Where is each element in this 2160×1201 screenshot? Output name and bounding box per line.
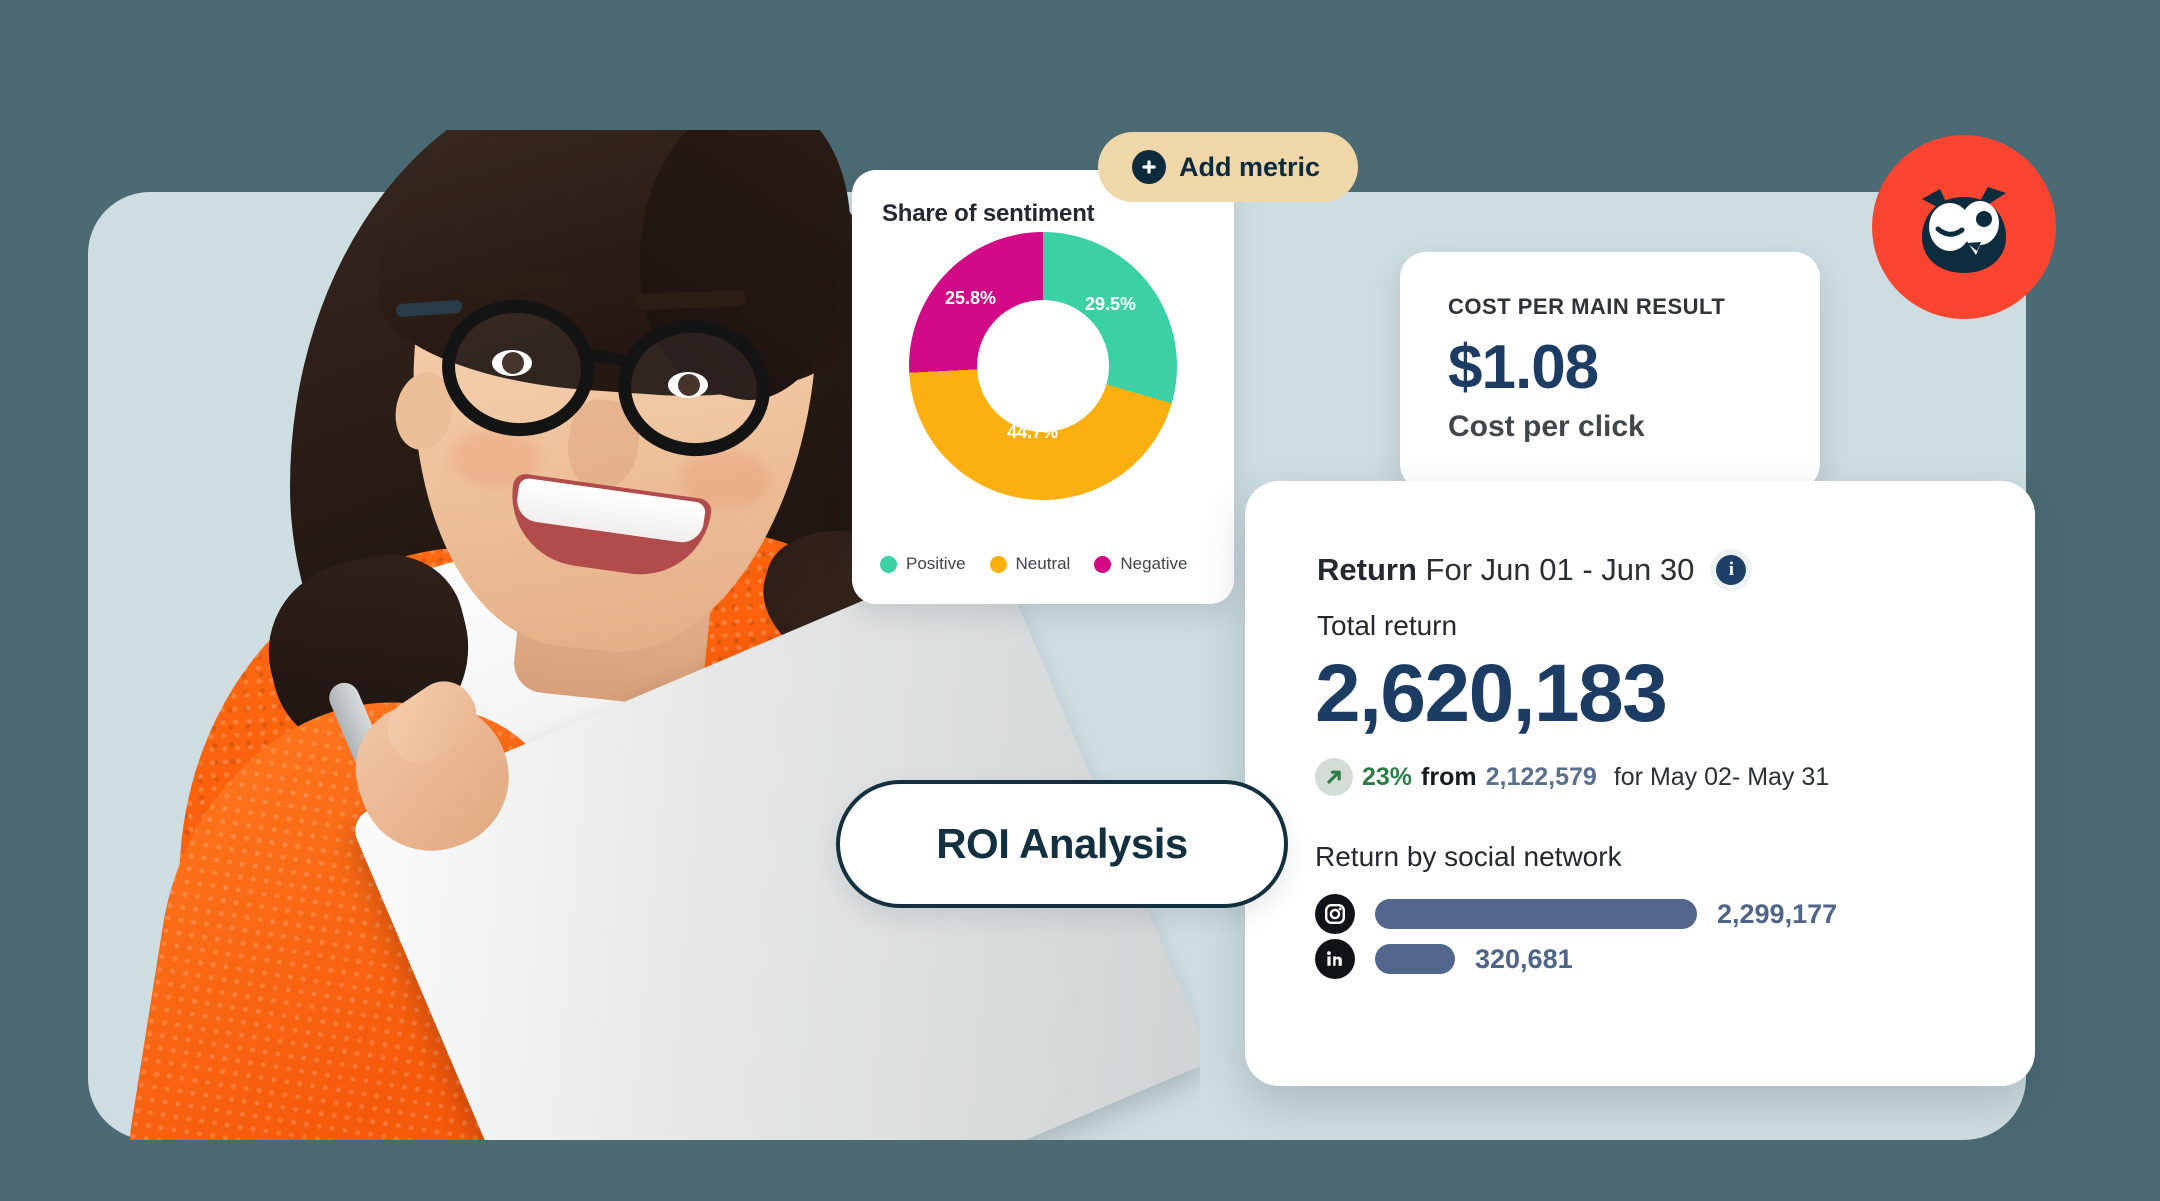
donut-label-positive: 29.5% bbox=[1085, 294, 1137, 314]
info-icon[interactable]: i bbox=[1710, 549, 1753, 591]
roi-analysis-label: ROI Analysis bbox=[936, 820, 1188, 867]
donut-label-neutral: 44.7% bbox=[1007, 422, 1059, 442]
donut-label-negative: 25.8% bbox=[945, 288, 997, 308]
plus-circle-icon bbox=[1132, 150, 1166, 184]
info-glyph: i bbox=[1716, 555, 1747, 585]
cost-per-main-result-card: COST PER MAIN RESULT $1.08 Cost per clic… bbox=[1400, 252, 1820, 490]
linkedin-icon bbox=[1315, 939, 1355, 979]
delta-from-word: from bbox=[1421, 762, 1477, 791]
sentiment-donut-chart: 29.5% 44.7% 25.8% bbox=[909, 232, 1177, 500]
return-card-title: Return bbox=[1317, 552, 1417, 587]
legend-label-neutral: Neutral bbox=[1015, 554, 1071, 573]
legend-label-positive: Positive bbox=[906, 554, 966, 573]
bar-instagram bbox=[1375, 899, 1697, 929]
total-return-value: 2,620,183 bbox=[1315, 648, 1668, 739]
return-by-network-title: Return by social network bbox=[1315, 841, 1622, 872]
return-card-date-range: For Jun 01 - Jun 30 bbox=[1425, 552, 1695, 587]
hootsuite-owl-logo bbox=[1872, 135, 2056, 319]
donut-hole bbox=[977, 300, 1109, 432]
return-card: Return For Jun 01 - Jun 30 i Total retur… bbox=[1245, 481, 2035, 1086]
bar-value-instagram: 2,299,177 bbox=[1717, 898, 1838, 929]
delta-percent: 23% bbox=[1362, 762, 1413, 791]
legend-item-negative: Negative bbox=[1094, 554, 1187, 574]
legend-label-negative: Negative bbox=[1120, 554, 1188, 573]
delta-previous-range: for May 02- May 31 bbox=[1613, 762, 1830, 791]
legend-dot-neutral bbox=[989, 555, 1007, 573]
network-row-linkedin: 320,681 bbox=[1315, 939, 1573, 979]
cost-card-kicker: COST PER MAIN RESULT bbox=[1448, 294, 1726, 319]
arrow-up-right-icon bbox=[1315, 758, 1353, 796]
sentiment-legend: Positive Neutral Negative bbox=[880, 554, 1187, 574]
add-metric-button[interactable]: Add metric bbox=[1098, 132, 1358, 202]
legend-dot-negative bbox=[1094, 555, 1112, 573]
instagram-icon bbox=[1315, 894, 1355, 934]
cost-card-subtitle: Cost per click bbox=[1448, 410, 1645, 443]
legend-dot-positive bbox=[880, 555, 897, 573]
sentiment-card-title: Share of sentiment bbox=[882, 200, 1095, 227]
roi-analysis-pill[interactable]: ROI Analysis bbox=[836, 780, 1288, 908]
return-card-header: Return For Jun 01 - Jun 30 i bbox=[1317, 549, 1753, 591]
network-row-instagram: 2,299,177 bbox=[1315, 894, 1837, 934]
return-delta-row: 23% from 2,122,579 for May 02- May 31 bbox=[1315, 758, 1829, 796]
delta-previous-value: 2,122,579 bbox=[1485, 762, 1597, 791]
cost-card-value: $1.08 bbox=[1448, 333, 1599, 402]
total-return-label: Total return bbox=[1317, 610, 1458, 641]
add-metric-label: Add metric bbox=[1179, 151, 1321, 182]
bar-value-linkedin: 320,681 bbox=[1475, 943, 1573, 974]
legend-item-positive: Positive bbox=[880, 554, 966, 574]
legend-item-neutral: Neutral bbox=[989, 554, 1071, 574]
share-of-sentiment-card: Share of sentiment 29.5% 44.7% 25.8% Pos… bbox=[852, 170, 1234, 604]
bar-linkedin bbox=[1375, 944, 1455, 974]
